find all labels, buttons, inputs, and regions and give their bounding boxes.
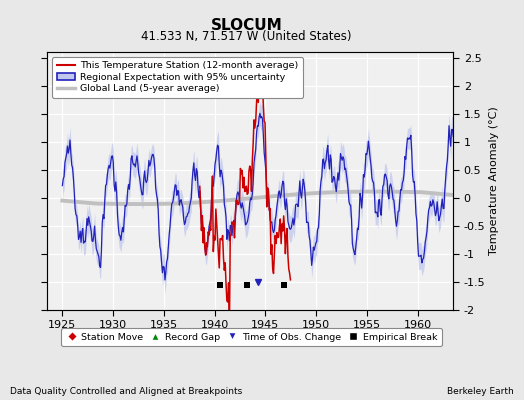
Legend: This Temperature Station (12-month average), Regional Expectation with 95% uncer: This Temperature Station (12-month avera… xyxy=(52,57,303,98)
Text: SLOCUM: SLOCUM xyxy=(211,18,282,33)
Text: Data Quality Controlled and Aligned at Breakpoints: Data Quality Controlled and Aligned at B… xyxy=(10,387,243,396)
Text: Berkeley Earth: Berkeley Earth xyxy=(447,387,514,396)
Text: 41.533 N, 71.517 W (United States): 41.533 N, 71.517 W (United States) xyxy=(141,30,352,43)
Legend: Station Move, Record Gap, Time of Obs. Change, Empirical Break: Station Move, Record Gap, Time of Obs. C… xyxy=(61,328,442,346)
Y-axis label: Temperature Anomaly (°C): Temperature Anomaly (°C) xyxy=(489,107,499,255)
